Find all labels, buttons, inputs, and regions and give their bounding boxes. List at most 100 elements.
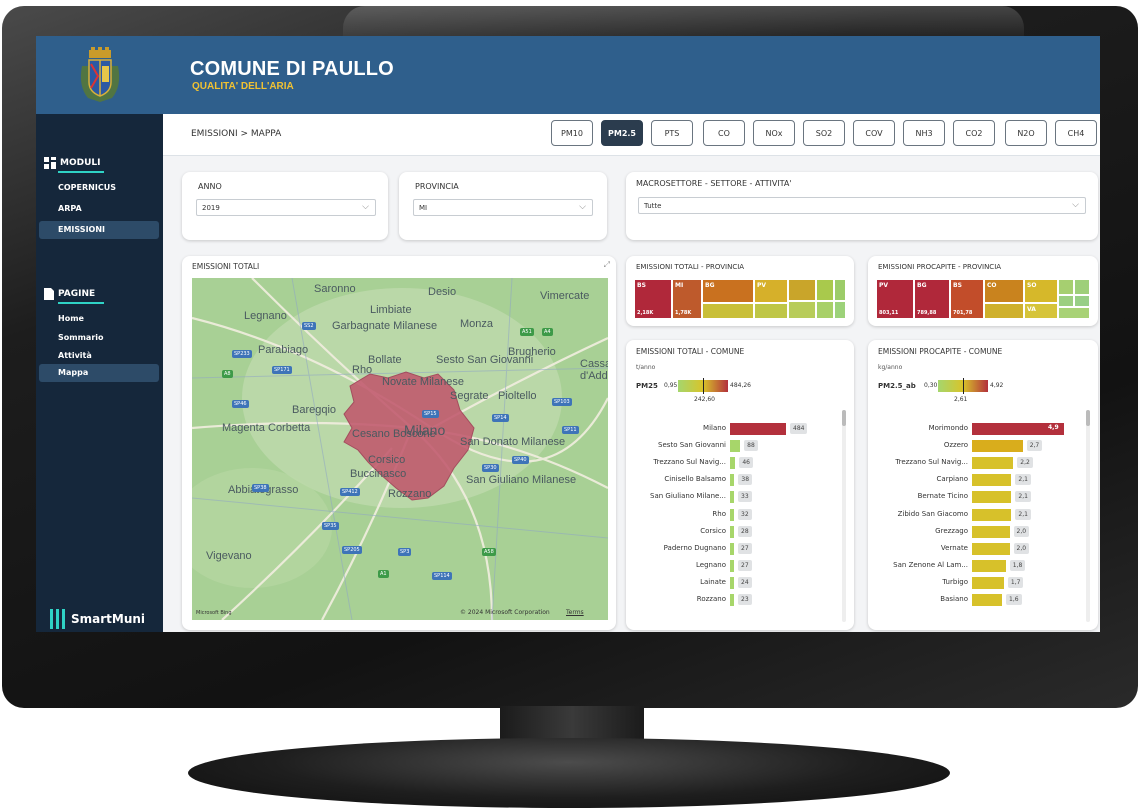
road-label: SP15 [422, 410, 439, 418]
treemap-cell-minor[interactable] [1058, 307, 1090, 319]
treemap-cell-co[interactable]: CO [984, 279, 1024, 303]
sidebar-item-sommario[interactable]: Sommario [58, 333, 104, 342]
bar-row[interactable]: Milano 484 [630, 422, 860, 436]
bar [972, 508, 1012, 521]
brand-name: SmartMuni [71, 612, 146, 626]
pollutant-button-nh3[interactable]: NH3 [903, 120, 945, 146]
sidebar-item-attivita[interactable]: Attività [58, 351, 92, 360]
bar-row[interactable]: Basiano 1,6 [872, 593, 1100, 607]
sidebar-item-home[interactable]: Home [58, 314, 84, 323]
road-label: A58 [482, 548, 496, 556]
treemap-cell-bg[interactable]: BG [702, 279, 754, 303]
bar-row[interactable]: San Giuliano Milane... 33 [630, 490, 860, 504]
bar-row[interactable]: Morimondo 4,9 [872, 422, 1100, 436]
treemap-pro-prov[interactable]: PV 803,11 BG 789,88 BS 701,78 CO SO VA [876, 279, 1090, 319]
pollutant-button-cov[interactable]: COV [853, 120, 895, 146]
bar-row[interactable]: Rozzano 23 [630, 593, 860, 607]
pollutant-button-pts[interactable]: PTS [651, 120, 693, 146]
scrollbar-thumb[interactable] [1086, 410, 1090, 426]
treemap-cell-minor[interactable] [984, 303, 1024, 319]
scrollbar-thumb[interactable] [842, 410, 846, 426]
treemap-title: EMISSIONI PROCAPITE - PROVINCIA [878, 263, 1002, 271]
bar-row[interactable]: Lainate 24 [630, 576, 860, 590]
treemap-cell-value: 701,78 [953, 310, 973, 316]
treemap-cell-minor[interactable] [1074, 295, 1090, 307]
treemap-cell-bs[interactable]: BS 2,18K [634, 279, 672, 319]
treemap-cell-pv[interactable]: PV 803,11 [876, 279, 914, 319]
sidebar-item-arpa[interactable]: ARPA [58, 204, 82, 213]
treemap-cell-minor[interactable] [834, 301, 846, 319]
treemap-cell-bg[interactable]: BG 789,88 [914, 279, 950, 319]
treemap-cell-mi[interactable]: MI 1,78K [672, 279, 702, 319]
bar-row[interactable]: Turbigo 1,7 [872, 576, 1100, 590]
bar-value-label: 88 [744, 440, 758, 452]
provincia-dropdown[interactable]: MI ⌵ [413, 199, 593, 216]
bar-row[interactable]: Bernate Ticino 2,1 [872, 490, 1100, 504]
treemap-cell-minor[interactable] [816, 279, 834, 301]
treemap-tot-prov[interactable]: BS 2,18K MI 1,78K BG PV [634, 279, 846, 319]
pollutant-button-ch4[interactable]: CH4 [1055, 120, 1097, 146]
treemap-cell-so[interactable]: SO [1024, 279, 1058, 303]
treemap-cell-pv[interactable]: PV [754, 279, 788, 303]
pollutant-button-pm25[interactable]: PM2.5 [601, 120, 643, 146]
treemap-cell-va[interactable]: VA [1024, 303, 1058, 319]
bar-category: San Giuliano Milane... [650, 492, 726, 501]
anno-dropdown[interactable]: 2019 ⌵ [196, 199, 376, 216]
bar-row[interactable]: San Zenone Al Lam... 1,8 [872, 559, 1100, 573]
map-town-label: Buccinasco [350, 468, 407, 480]
bar [972, 542, 1010, 555]
treemap-cell-bs[interactable]: BS 701,78 [950, 279, 984, 319]
bar-category: Legnano [696, 560, 726, 569]
pollutant-button-so2[interactable]: SO2 [803, 120, 845, 146]
treemap-cell-minor[interactable] [1058, 279, 1074, 295]
treemap-pro-prov-card: EMISSIONI PROCAPITE - PROVINCIA PV 803,11… [868, 256, 1098, 326]
bar-row[interactable]: Cinisello Balsamo 38 [630, 473, 860, 487]
bar-row[interactable]: Sesto San Giovanni 88 [630, 439, 860, 453]
treemap-cell-minor[interactable] [788, 279, 816, 301]
treemap-cell-minor[interactable] [816, 301, 834, 319]
bar-row[interactable]: Trezzano Sul Navig... 46 [630, 456, 860, 470]
bar-value-label: 484 [790, 423, 808, 434]
macro-dropdown[interactable]: Tutte ⌵ [638, 197, 1086, 214]
sidebar-item-copernicus[interactable]: COPERNICUS [58, 183, 116, 192]
pollutant-button-n2o[interactable]: N2O [1005, 120, 1047, 146]
coat-of-arms-icon [80, 47, 120, 102]
map-view[interactable]: Saronno Desio Vimercate Legnano Limbiate Monz… [192, 278, 608, 620]
bar-row[interactable]: Vernate 2,0 [872, 542, 1100, 556]
road-label: SP11 [562, 426, 579, 434]
bar-row[interactable]: Grezzago 2,0 [872, 525, 1100, 539]
treemap-cell-minor[interactable] [754, 303, 788, 319]
treemap-cell-minor[interactable] [702, 303, 754, 319]
treemap-cell-minor[interactable] [788, 301, 816, 319]
sidebar-item-mappa[interactable]: Mappa [39, 364, 159, 382]
map-town-label: Novate Milanese [382, 376, 464, 388]
expand-icon[interactable]: ⤢ [603, 260, 610, 269]
bar-row[interactable]: Trezzano Sul Navig... 2,2 [872, 456, 1100, 470]
bar-row[interactable]: Ozzero 2,7 [872, 439, 1100, 453]
smartmuni-logo: SmartMuni [50, 609, 145, 629]
bar-row[interactable]: Legnano 27 [630, 559, 860, 573]
treemap-cell-minor[interactable] [834, 279, 846, 301]
treemap-cell-minor[interactable] [1058, 295, 1074, 307]
pollutant-button-pm10[interactable]: PM10 [551, 120, 593, 146]
bar-row[interactable]: Rho 32 [630, 508, 860, 522]
bar-row[interactable]: Corsico 28 [630, 525, 860, 539]
sidebar-item-emissioni[interactable]: EMISSIONI [39, 221, 159, 239]
scrollbar-track[interactable] [1086, 410, 1090, 622]
bar-row[interactable]: Zibido San Giacomo 2,1 [872, 508, 1100, 522]
chart-unit: kg/anno [878, 364, 903, 371]
bar-row[interactable]: Carpiano 2,1 [872, 473, 1100, 487]
pollutant-button-co2[interactable]: CO2 [953, 120, 995, 146]
terms-link[interactable]: Terms [566, 609, 584, 616]
modules-icon [44, 157, 56, 169]
road-label: A4 [542, 328, 553, 336]
bar-value-label: 33 [738, 491, 752, 503]
pollutant-button-co[interactable]: CO [703, 120, 745, 146]
scrollbar-track[interactable] [842, 410, 846, 622]
road-label: SP38 [252, 484, 269, 492]
pollutant-button-nox[interactable]: NOx [753, 120, 795, 146]
sidebar-section-label: MODULI [60, 158, 101, 168]
bar-row[interactable]: Paderno Dugnano 27 [630, 542, 860, 556]
bar [730, 508, 734, 521]
treemap-cell-minor[interactable] [1074, 279, 1090, 295]
